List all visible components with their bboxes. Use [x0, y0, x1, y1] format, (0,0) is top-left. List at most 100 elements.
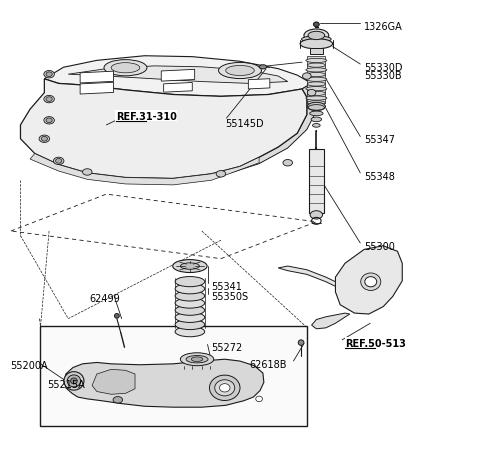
Text: 55272: 55272 [211, 343, 242, 352]
Ellipse shape [306, 88, 327, 92]
Text: 62499: 62499 [90, 293, 120, 303]
Ellipse shape [175, 284, 204, 294]
Ellipse shape [259, 66, 267, 70]
Ellipse shape [67, 375, 81, 387]
Ellipse shape [46, 73, 52, 77]
Bar [310, 49, 323, 55]
Ellipse shape [308, 106, 324, 111]
Ellipse shape [301, 37, 331, 43]
Ellipse shape [175, 327, 204, 337]
Ellipse shape [226, 66, 254, 76]
Ellipse shape [44, 96, 54, 104]
Text: 1326GA: 1326GA [364, 22, 403, 31]
Polygon shape [230, 84, 316, 174]
Ellipse shape [304, 30, 329, 43]
Ellipse shape [180, 263, 199, 270]
Polygon shape [21, 80, 307, 179]
Ellipse shape [111, 63, 140, 74]
Ellipse shape [306, 97, 327, 101]
Ellipse shape [307, 73, 325, 77]
Ellipse shape [46, 119, 52, 123]
Ellipse shape [46, 98, 52, 102]
Ellipse shape [44, 71, 54, 79]
Polygon shape [44, 56, 312, 97]
Ellipse shape [219, 384, 230, 392]
Text: 55348: 55348 [364, 171, 395, 181]
Ellipse shape [175, 298, 204, 308]
Ellipse shape [283, 160, 292, 167]
Ellipse shape [175, 306, 204, 316]
Ellipse shape [307, 64, 325, 68]
Text: REF.50-513: REF.50-513 [345, 338, 406, 348]
Ellipse shape [215, 380, 235, 396]
Text: REF.31-310: REF.31-310 [116, 112, 177, 121]
Text: 55330B: 55330B [364, 71, 402, 81]
Text: REF.50-513: REF.50-513 [345, 338, 406, 348]
Ellipse shape [186, 356, 208, 363]
Ellipse shape [306, 78, 327, 82]
Ellipse shape [180, 353, 214, 366]
Ellipse shape [192, 357, 203, 362]
Text: 55300: 55300 [364, 241, 395, 251]
Ellipse shape [308, 32, 324, 40]
Ellipse shape [307, 92, 325, 96]
Ellipse shape [175, 277, 204, 287]
Polygon shape [336, 246, 402, 314]
Polygon shape [278, 267, 336, 287]
Ellipse shape [83, 169, 92, 176]
Ellipse shape [307, 103, 325, 112]
Ellipse shape [104, 61, 147, 77]
Polygon shape [30, 154, 259, 186]
Polygon shape [80, 83, 114, 95]
Polygon shape [312, 313, 350, 329]
Polygon shape [68, 67, 288, 84]
Ellipse shape [175, 291, 204, 301]
Ellipse shape [298, 340, 304, 346]
Ellipse shape [300, 39, 333, 50]
Ellipse shape [216, 171, 226, 178]
Bar [39, 327, 307, 425]
Ellipse shape [115, 314, 119, 319]
Ellipse shape [312, 124, 320, 128]
Text: 55215A: 55215A [47, 379, 84, 389]
Text: REF.31-310: REF.31-310 [116, 112, 177, 121]
Ellipse shape [218, 63, 262, 79]
Ellipse shape [175, 313, 204, 323]
Ellipse shape [306, 59, 327, 63]
Ellipse shape [307, 101, 325, 106]
Text: 55145D: 55145D [226, 119, 264, 128]
Ellipse shape [365, 277, 377, 287]
Ellipse shape [209, 375, 240, 400]
Text: 55350S: 55350S [211, 292, 249, 302]
Bar [309, 150, 324, 213]
Ellipse shape [313, 23, 319, 28]
Text: 55200A: 55200A [10, 360, 48, 370]
Bar [307, 56, 325, 104]
Ellipse shape [302, 74, 311, 80]
Ellipse shape [53, 158, 64, 165]
Polygon shape [164, 83, 192, 93]
Text: 55330D: 55330D [364, 63, 403, 73]
Text: 55341: 55341 [211, 282, 242, 292]
Ellipse shape [361, 273, 381, 291]
Ellipse shape [113, 397, 122, 403]
Polygon shape [248, 80, 270, 90]
Ellipse shape [307, 83, 325, 87]
Ellipse shape [44, 117, 54, 125]
Ellipse shape [310, 112, 323, 116]
Polygon shape [80, 72, 114, 84]
Ellipse shape [71, 378, 77, 384]
Ellipse shape [307, 90, 316, 97]
Polygon shape [64, 359, 264, 407]
Ellipse shape [175, 320, 204, 330]
Ellipse shape [56, 159, 62, 164]
Ellipse shape [306, 69, 327, 73]
Polygon shape [161, 70, 195, 82]
Polygon shape [92, 369, 135, 394]
Text: 62618B: 62618B [250, 359, 287, 369]
Ellipse shape [173, 260, 207, 273]
Ellipse shape [39, 136, 49, 143]
Ellipse shape [311, 118, 322, 122]
Ellipse shape [64, 372, 84, 390]
Ellipse shape [256, 396, 263, 402]
